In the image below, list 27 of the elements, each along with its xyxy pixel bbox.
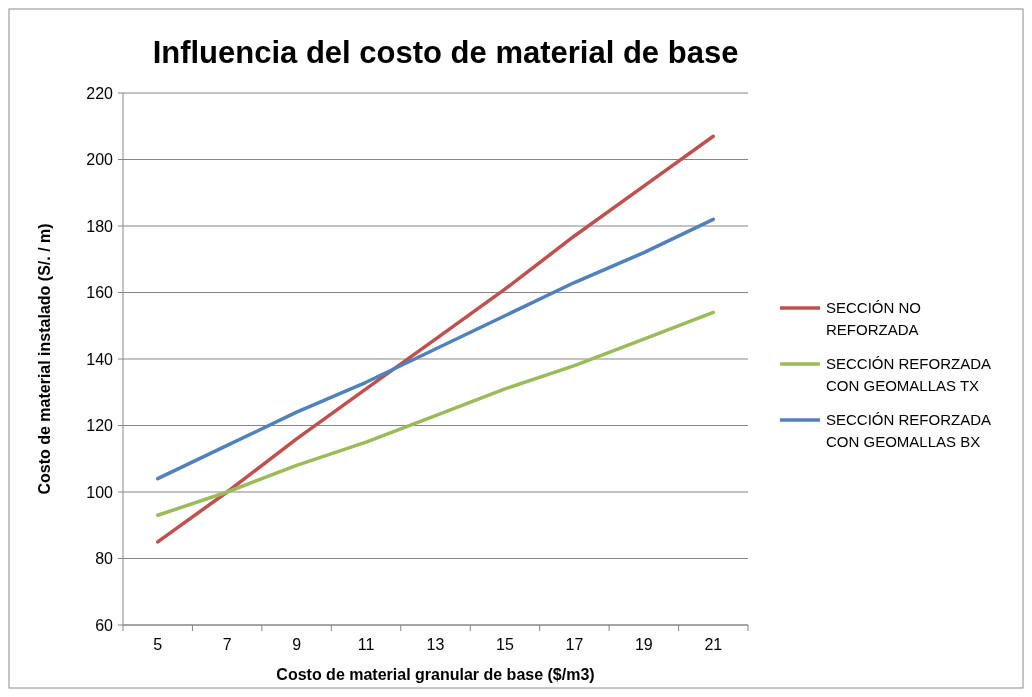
y-axis-title: Costo de material instalado (S/. / m) — [36, 223, 53, 495]
y-tick-label: 60 — [95, 616, 114, 634]
x-tick-label: 13 — [426, 636, 445, 653]
x-tick-label: 9 — [292, 636, 302, 653]
legend-label: SECCIÓN REFORZADA CON GEOMALLAS TX — [826, 355, 992, 395]
y-tick-label: 180 — [86, 217, 114, 235]
x-tick-label: 11 — [357, 636, 375, 653]
x-tick-label: 15 — [496, 636, 514, 653]
line-series — [155, 310, 716, 518]
y-tick-label: 100 — [86, 483, 114, 501]
y-tick-label: 120 — [86, 417, 114, 435]
x-axis-title: Costo de material granular de base ($/m3) — [276, 666, 595, 683]
legend-label: SECCIÓN REFORZADA CON GEOMALLAS BX — [826, 411, 992, 451]
x-tick-label: 5 — [153, 636, 163, 653]
line-series — [155, 217, 716, 481]
x-tick-label: 17 — [565, 636, 584, 653]
y-tick-label: 200 — [86, 151, 114, 169]
y-tick-label: 80 — [95, 550, 114, 568]
y-tick-label: 140 — [86, 350, 114, 368]
x-tick-label: 21 — [704, 636, 723, 653]
x-tick-label: 19 — [634, 636, 653, 653]
chart-title: Influencia del costo de material de base — [152, 35, 739, 70]
x-tick-label: 7 — [222, 636, 232, 653]
legend-label: SECCIÓN NO REFORZADA — [826, 299, 922, 339]
y-tick-label: 160 — [86, 284, 114, 302]
y-tick-label: 220 — [86, 84, 114, 102]
line-series — [155, 134, 716, 544]
